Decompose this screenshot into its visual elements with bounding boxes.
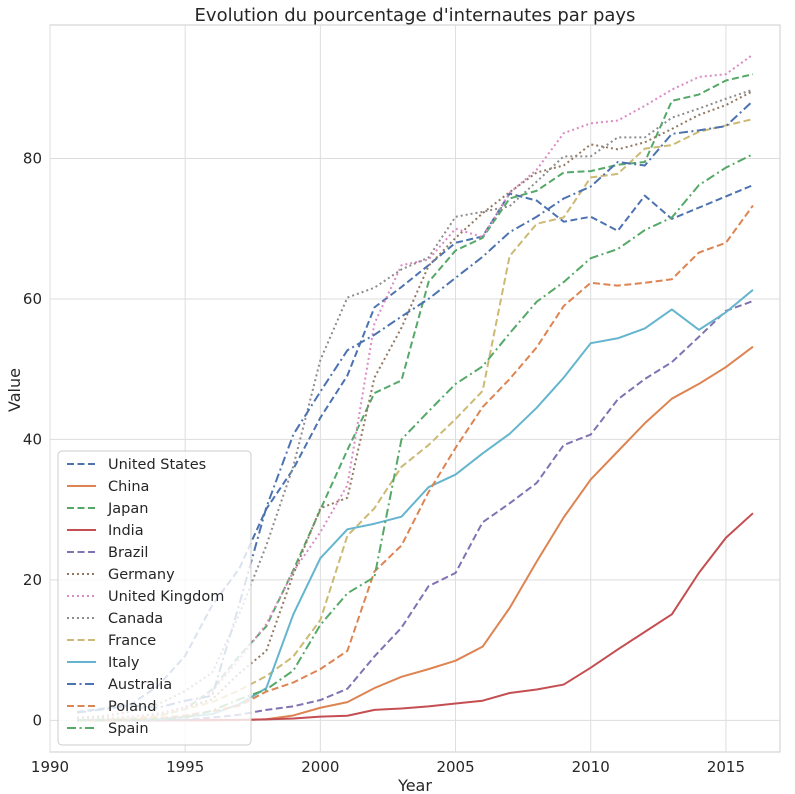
x-tick-label: 1990 [31, 758, 69, 776]
series-line-4 [77, 300, 754, 722]
y-axis-label: Value [5, 368, 24, 412]
legend-entry-label: Italy [108, 655, 140, 671]
legend: United States China Japan India Brazil German… [57, 450, 252, 746]
legend-entry-label: Brazil [108, 545, 148, 561]
legend-entry-label: Japan [107, 501, 148, 517]
y-tick-label: 0 [32, 711, 42, 729]
legend-entry-label: China [108, 479, 149, 495]
x-tick-label: 2015 [707, 758, 745, 776]
series-line-5 [76, 90, 754, 721]
legend-box [57, 450, 252, 746]
x-tick-label: 1995 [166, 758, 204, 776]
series-line-11 [77, 204, 754, 722]
legend-entry-label: India [108, 523, 144, 539]
legend-entry-label: United Kingdom [108, 589, 224, 605]
x-tick-label: 2005 [436, 758, 474, 776]
grid [49, 25, 780, 752]
series-line-7 [76, 88, 754, 719]
legend-entry-label: Canada [108, 611, 163, 627]
tick-labels: 1990 1995 2000 2005 2010 2015 0 20 40 60 80 [23, 149, 745, 776]
legend-entry-label: Germany [108, 567, 175, 583]
chart-title: Evolution du pourcentage d'internautes p… [195, 5, 636, 26]
y-tick-label: 20 [23, 571, 42, 589]
y-tick-label: 80 [23, 149, 42, 167]
legend-entry-label: Poland [108, 699, 156, 715]
series-line-8 [77, 118, 754, 722]
legend-entry-label: United States [108, 457, 206, 473]
legend-entry-label: Australia [108, 677, 172, 693]
x-tick-label: 2010 [572, 758, 610, 776]
legend-entry-label: France [108, 633, 156, 649]
x-axis-label: Year [397, 776, 432, 794]
legend-entry-label: Spain [108, 721, 149, 737]
y-tick-label: 40 [23, 430, 42, 448]
y-tick-label: 60 [23, 290, 42, 308]
series-line-2 [77, 73, 754, 722]
x-tick-label: 2000 [301, 758, 339, 776]
